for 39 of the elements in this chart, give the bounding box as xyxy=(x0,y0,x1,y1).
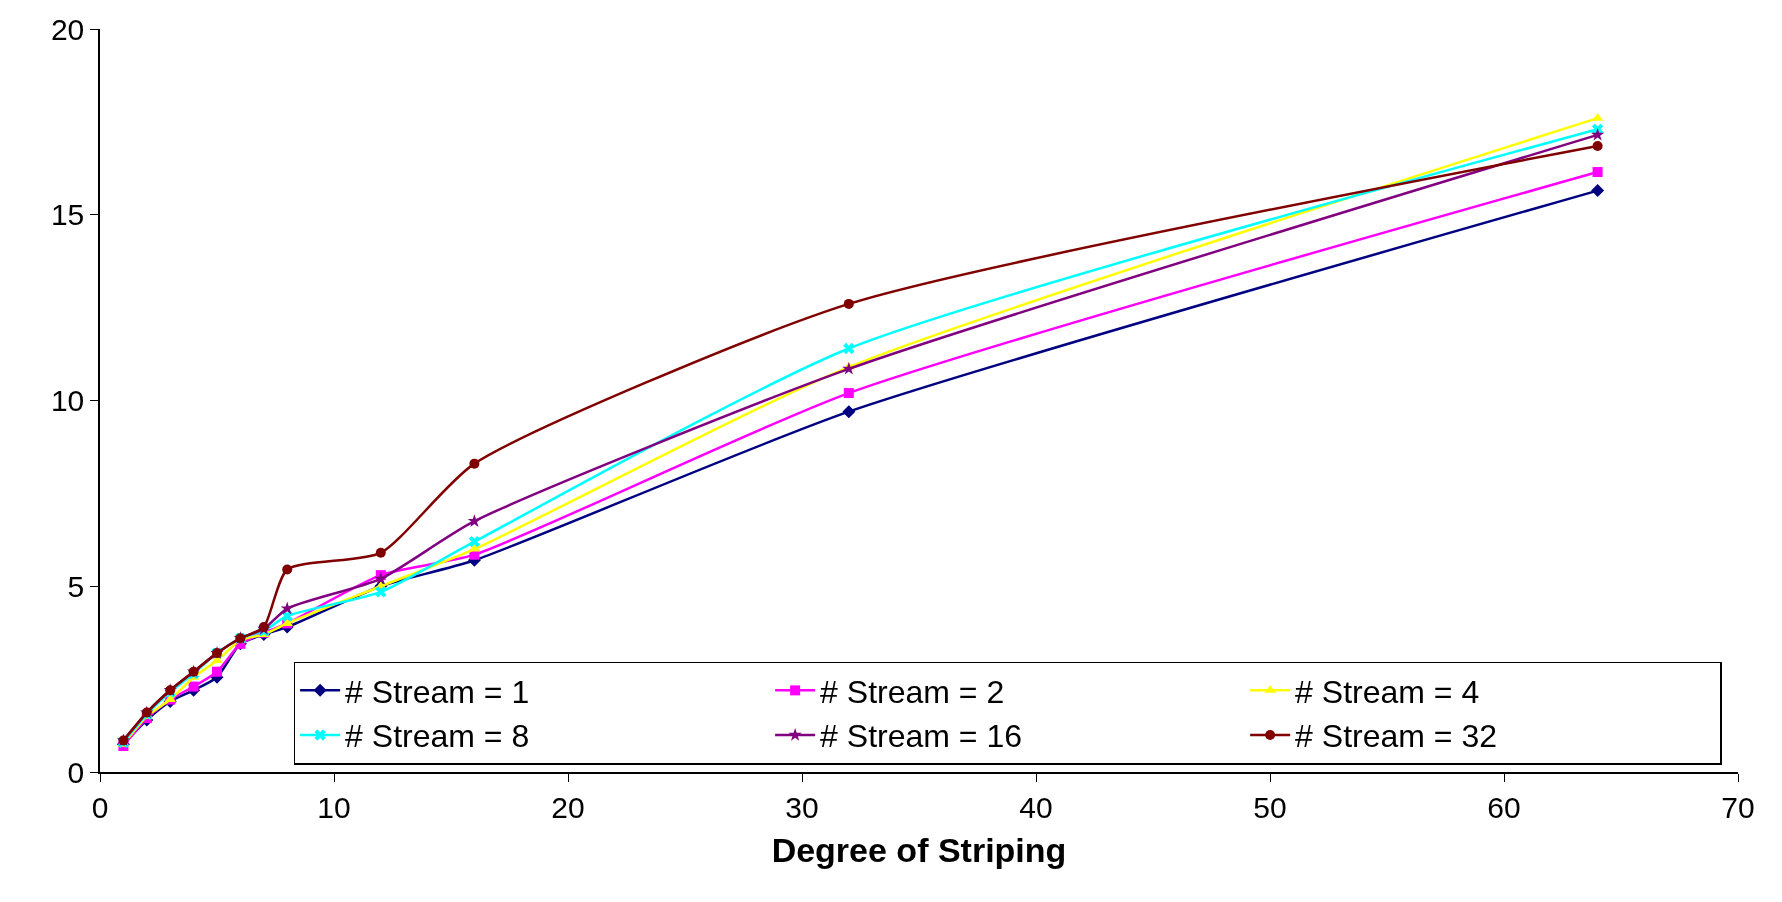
legend-label: # Stream = 16 xyxy=(820,718,1023,755)
legend-label: # Stream = 32 xyxy=(1295,718,1498,755)
point xyxy=(212,666,222,677)
point xyxy=(1591,184,1605,198)
legend-label: # Stream = 2 xyxy=(820,673,1005,710)
point xyxy=(1592,167,1603,178)
point xyxy=(375,586,387,598)
x-axis-title: Degree of Striping xyxy=(771,830,1067,869)
point xyxy=(467,514,482,527)
legend-label: # Stream = 1 xyxy=(345,673,530,710)
legend-label: # Stream = 4 xyxy=(1295,673,1480,710)
point xyxy=(843,388,854,399)
point xyxy=(842,405,856,419)
point xyxy=(1590,127,1605,141)
y-tick-label: 15 xyxy=(50,198,85,232)
x-tick-label: 40 xyxy=(1019,790,1053,824)
x-tick-label: 10 xyxy=(317,790,351,824)
y-tick-label: 20 xyxy=(50,12,85,46)
point xyxy=(1592,141,1603,152)
point xyxy=(375,547,386,558)
point xyxy=(282,564,293,575)
x-tick-label: 60 xyxy=(1487,790,1521,824)
y-tick-label: 0 xyxy=(67,755,85,789)
x-tick-label: 70 xyxy=(1721,790,1755,824)
y-tick-label: 5 xyxy=(67,569,85,603)
point xyxy=(843,342,855,355)
x-tick-label: 0 xyxy=(91,790,109,824)
point xyxy=(188,681,199,692)
legend-label: # Stream = 8 xyxy=(345,718,530,755)
x-tick-label: 50 xyxy=(1253,790,1287,824)
x-tick-label: 20 xyxy=(551,790,585,824)
point xyxy=(843,298,854,309)
point xyxy=(469,458,480,469)
point xyxy=(374,571,388,585)
point xyxy=(468,536,481,548)
y-tick-label: 10 xyxy=(50,384,85,417)
point xyxy=(280,601,294,615)
x-tick-label: 30 xyxy=(785,790,819,824)
point xyxy=(842,361,856,375)
